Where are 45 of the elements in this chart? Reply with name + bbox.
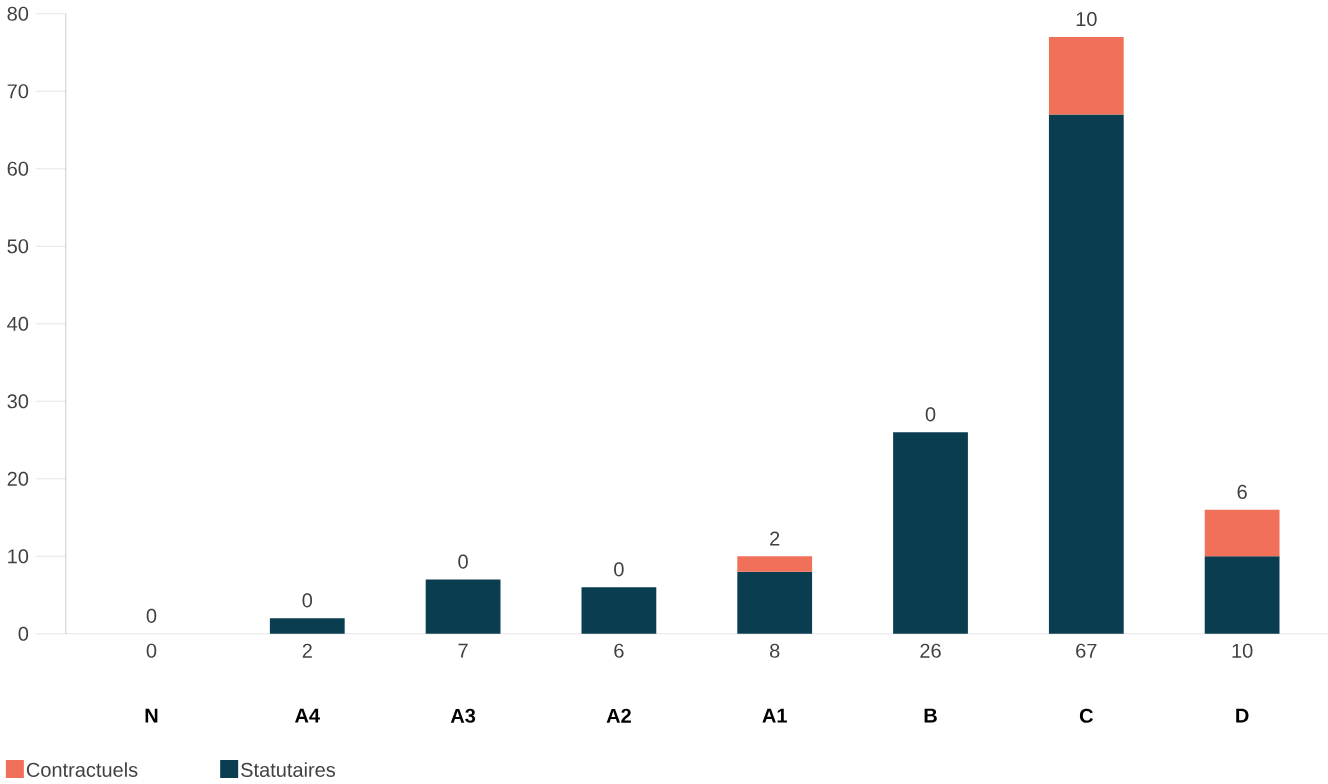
data-label: 8 <box>770 643 780 658</box>
bar <box>737 571 813 634</box>
data-label: 0 <box>458 554 468 569</box>
data-label: 10 <box>1232 643 1253 658</box>
x-tick-label: C <box>1079 708 1093 723</box>
data-label: 0 <box>146 608 157 624</box>
bar <box>737 556 813 572</box>
bar <box>581 587 657 634</box>
data-label: 0 <box>302 593 313 608</box>
data-label: 6 <box>1237 484 1247 500</box>
legend-label: Contractuels <box>26 762 138 778</box>
y-tick-label: 60 <box>7 161 29 176</box>
data-label: 26 <box>920 643 941 658</box>
legend-label: Statutaires <box>241 762 336 778</box>
x-tick-label: A1 <box>762 708 787 723</box>
x-tick-label: A4 <box>295 708 320 723</box>
data-label: 10 <box>1076 12 1097 27</box>
x-tick-label: D <box>1236 708 1249 723</box>
bar <box>1048 37 1124 115</box>
bar <box>425 579 501 634</box>
y-tick-label: 20 <box>7 471 29 486</box>
bar <box>893 432 968 634</box>
x-tick-label: A3 <box>450 708 476 723</box>
bar <box>1048 114 1124 634</box>
y-tick-label: 10 <box>8 549 29 564</box>
data-label: 6 <box>614 643 624 658</box>
data-label: 2 <box>302 643 312 658</box>
y-tick-label: 70 <box>7 84 29 99</box>
data-label: 67 <box>1076 643 1097 658</box>
data-label: 0 <box>146 643 157 658</box>
y-tick-label: 0 <box>18 626 29 641</box>
x-tick-label: N <box>145 708 158 723</box>
data-label: 0 <box>925 407 936 422</box>
y-tick-label: 50 <box>7 239 29 254</box>
x-tick-label: A2 <box>606 708 631 723</box>
y-tick-label: 80 <box>7 6 29 21</box>
data-label: 7 <box>458 643 468 658</box>
x-tick-label: B <box>924 708 937 723</box>
y-tick-label: 40 <box>7 316 29 331</box>
y-tick-label: 30 <box>7 394 29 409</box>
bar <box>1204 509 1280 557</box>
data-label: 0 <box>614 562 624 577</box>
data-label: 2 <box>770 531 780 546</box>
bar <box>269 618 345 634</box>
bar <box>1204 556 1280 634</box>
